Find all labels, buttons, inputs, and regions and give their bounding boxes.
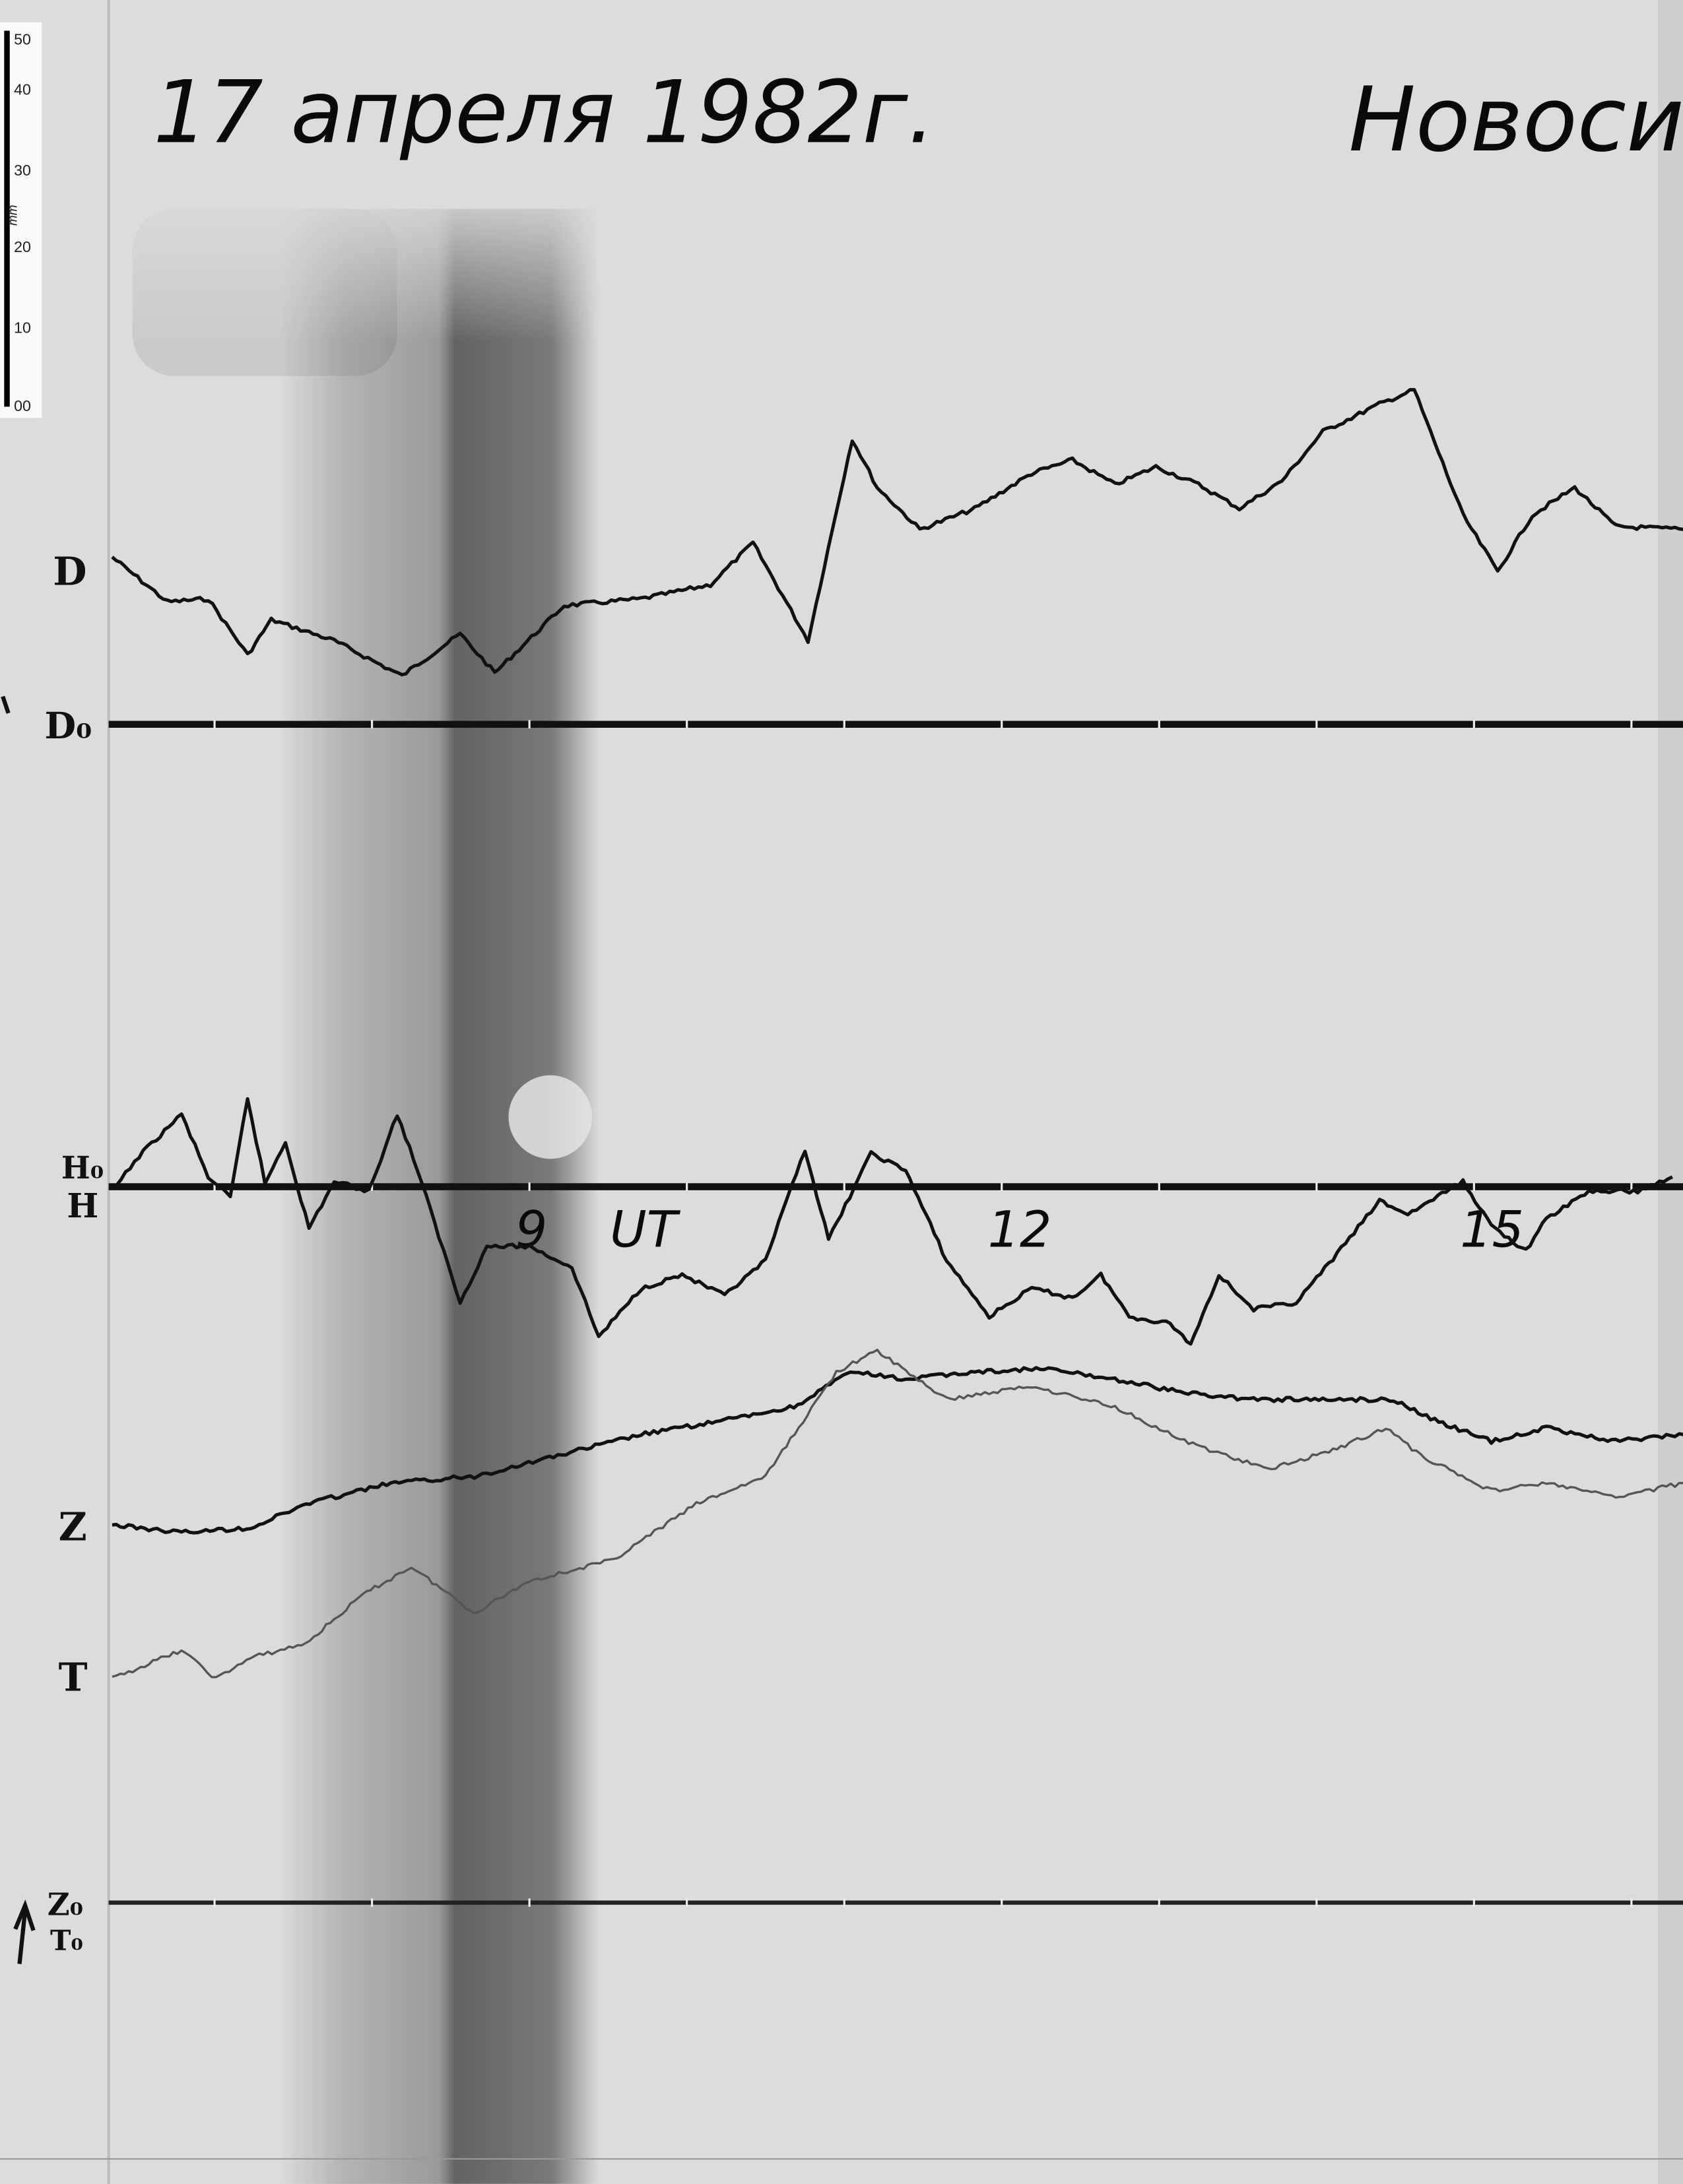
label-z: Z (59, 1504, 87, 1550)
ruler-unit: mm (6, 205, 20, 226)
label-h0: H₀ (61, 1149, 104, 1186)
label-d: D (53, 549, 86, 594)
trace-z (112, 1366, 1683, 1535)
arrow-up-icon (13, 1899, 36, 1964)
ruler-tick-label: 20 (14, 238, 31, 255)
label-d0: D₀ (45, 704, 92, 747)
trace-d (111, 388, 1683, 677)
station-name: Новосиби (1348, 68, 1683, 172)
label-z0: Z₀ (48, 1886, 83, 1923)
ruler-tick-label: 10 (14, 319, 31, 337)
time-label: 9 (515, 1200, 547, 1258)
date-title: 17 апреля 1982г. (153, 62, 935, 162)
time-label: UT (610, 1200, 681, 1258)
label-t0: T₀ (50, 1923, 83, 1956)
light-spot (508, 1075, 593, 1159)
ruler-tick-label: 00 (14, 397, 31, 414)
scale-ruler: 50 40 30 20 10 00 mm (0, 22, 42, 418)
hour-ticks (213, 720, 1633, 1907)
label-h: H (67, 1186, 98, 1225)
trace-t (112, 1349, 1683, 1679)
ruler-tick-label: 50 (14, 31, 31, 48)
ruler-tick-label: 30 (14, 162, 31, 179)
ruler-tick-label: 40 (14, 81, 31, 98)
edge-mark (1, 695, 11, 714)
time-label: 15 (1460, 1200, 1524, 1258)
label-t: T (59, 1655, 88, 1700)
trace-h (111, 1097, 1673, 1346)
time-label: 12 (988, 1200, 1052, 1258)
film-shadow (132, 209, 599, 2184)
